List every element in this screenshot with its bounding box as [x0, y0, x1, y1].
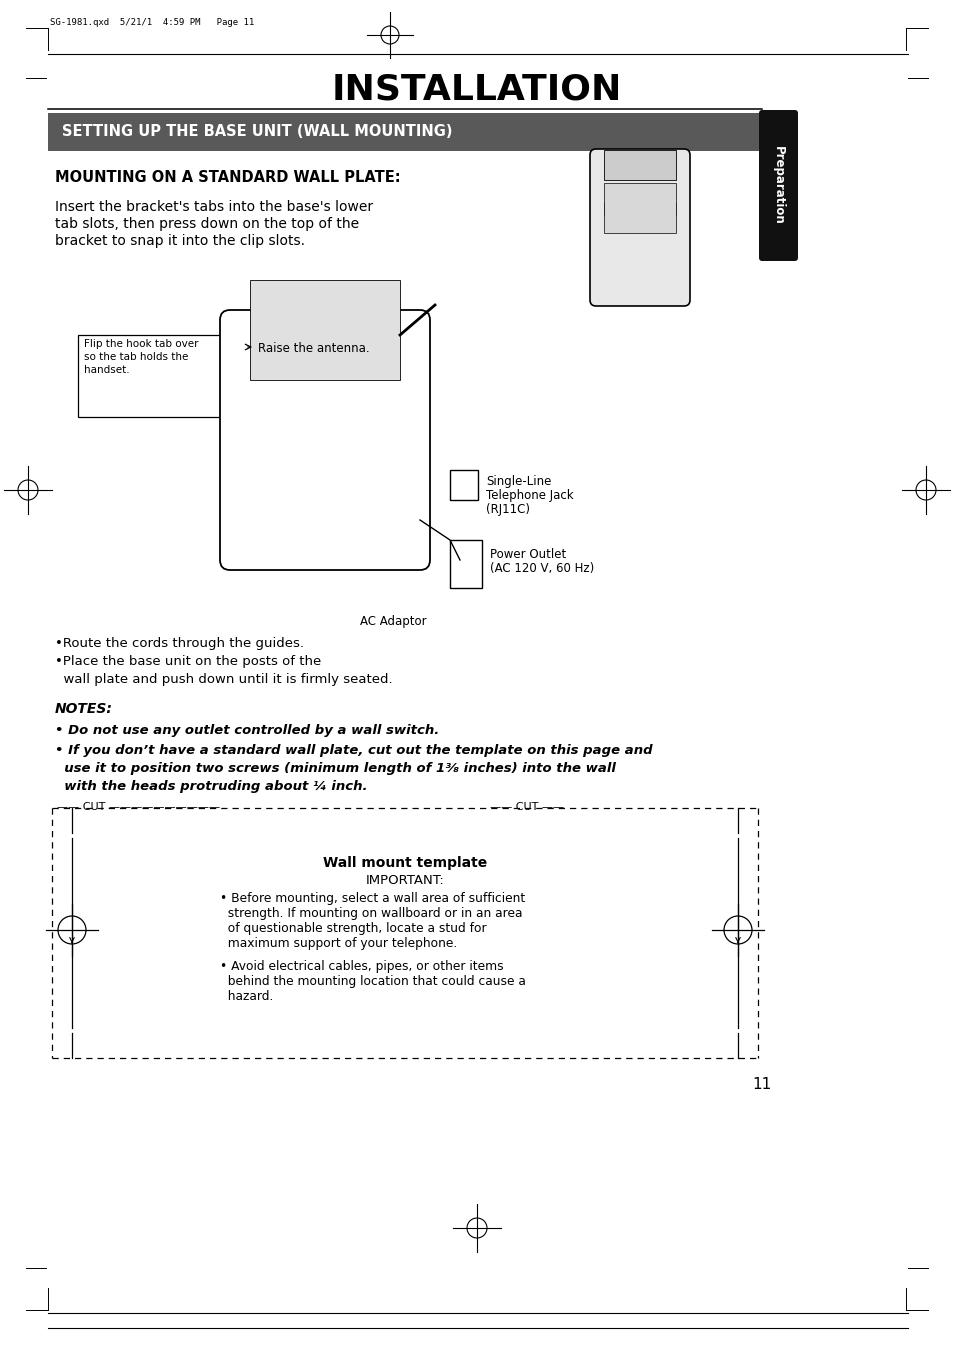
Text: •Route the cords through the guides.: •Route the cords through the guides.	[55, 638, 304, 650]
Text: Raise the antenna.: Raise the antenna.	[257, 342, 369, 354]
Text: (AC 120 V, 60 Hz): (AC 120 V, 60 Hz)	[490, 562, 594, 576]
Bar	[450, 540, 481, 588]
Bar	[250, 280, 399, 380]
Text: 11: 11	[751, 1077, 770, 1092]
Text: use it to position two screws (minimum length of 1³⁄₈ inches) into the wall: use it to position two screws (minimum l…	[55, 762, 616, 775]
Text: maximum support of your telephone.: maximum support of your telephone.	[220, 938, 456, 950]
Text: hazard.: hazard.	[220, 990, 274, 1002]
Bar	[450, 470, 477, 500]
Text: SG-1981.qxd  5/21/1  4:59 PM   Page 11: SG-1981.qxd 5/21/1 4:59 PM Page 11	[50, 18, 254, 27]
FancyBboxPatch shape	[589, 149, 689, 305]
Text: —— CUT ——————————: —— CUT ——————————	[57, 802, 220, 812]
FancyBboxPatch shape	[759, 109, 797, 261]
Text: bracket to snap it into the clip slots.: bracket to snap it into the clip slots.	[55, 234, 305, 249]
Text: AC Adaptor: AC Adaptor	[359, 615, 426, 628]
Text: Wall mount template: Wall mount template	[322, 857, 487, 870]
Text: • Avoid electrical cables, pipes, or other items: • Avoid electrical cables, pipes, or oth…	[220, 961, 503, 973]
Text: Single-Line: Single-Line	[485, 476, 551, 488]
Text: MOUNTING ON A STANDARD WALL PLATE:: MOUNTING ON A STANDARD WALL PLATE:	[55, 170, 400, 185]
Bar	[78, 335, 246, 417]
Text: • Before mounting, select a wall area of sufficient: • Before mounting, select a wall area of…	[220, 892, 525, 905]
Text: (RJ11C): (RJ11C)	[485, 503, 530, 516]
Text: handset.: handset.	[84, 365, 130, 376]
Text: IMPORTANT:: IMPORTANT:	[365, 874, 444, 888]
Text: strength. If mounting on wallboard or in an area: strength. If mounting on wallboard or in…	[220, 907, 522, 920]
Text: with the heads protruding about ¼ inch.: with the heads protruding about ¼ inch.	[55, 780, 367, 793]
Text: Power Outlet: Power Outlet	[490, 549, 566, 561]
Text: SETTING UP THE BASE UNIT (WALL MOUNTING): SETTING UP THE BASE UNIT (WALL MOUNTING)	[62, 124, 452, 139]
Text: wall plate and push down until it is firmly seated.: wall plate and push down until it is fir…	[55, 673, 393, 686]
Text: tab slots, then press down on the top of the: tab slots, then press down on the top of…	[55, 218, 358, 231]
Text: INSTALLATION: INSTALLATION	[332, 73, 621, 107]
Text: Preparation: Preparation	[771, 146, 784, 224]
Text: Telephone Jack: Telephone Jack	[485, 489, 573, 503]
Bar	[48, 113, 761, 151]
Text: •Place the base unit on the posts of the: •Place the base unit on the posts of the	[55, 655, 321, 667]
Text: behind the mounting location that could cause a: behind the mounting location that could …	[220, 975, 525, 988]
Bar	[603, 182, 676, 232]
Text: • If you don’t have a standard wall plate, cut out the template on this page and: • If you don’t have a standard wall plat…	[55, 744, 652, 757]
Text: • Do not use any outlet controlled by a wall switch.: • Do not use any outlet controlled by a …	[55, 724, 438, 738]
Text: so the tab holds the: so the tab holds the	[84, 353, 188, 362]
FancyBboxPatch shape	[220, 309, 430, 570]
Text: NOTES:: NOTES:	[55, 703, 112, 716]
Bar	[603, 150, 676, 180]
Text: Insert the bracket's tabs into the base's lower: Insert the bracket's tabs into the base'…	[55, 200, 373, 213]
Bar	[603, 203, 676, 215]
Text: of questionable strength, locate a stud for: of questionable strength, locate a stud …	[220, 921, 486, 935]
Text: —— CUT ——: —— CUT ——	[490, 802, 563, 812]
Text: Flip the hook tab over: Flip the hook tab over	[84, 339, 198, 349]
